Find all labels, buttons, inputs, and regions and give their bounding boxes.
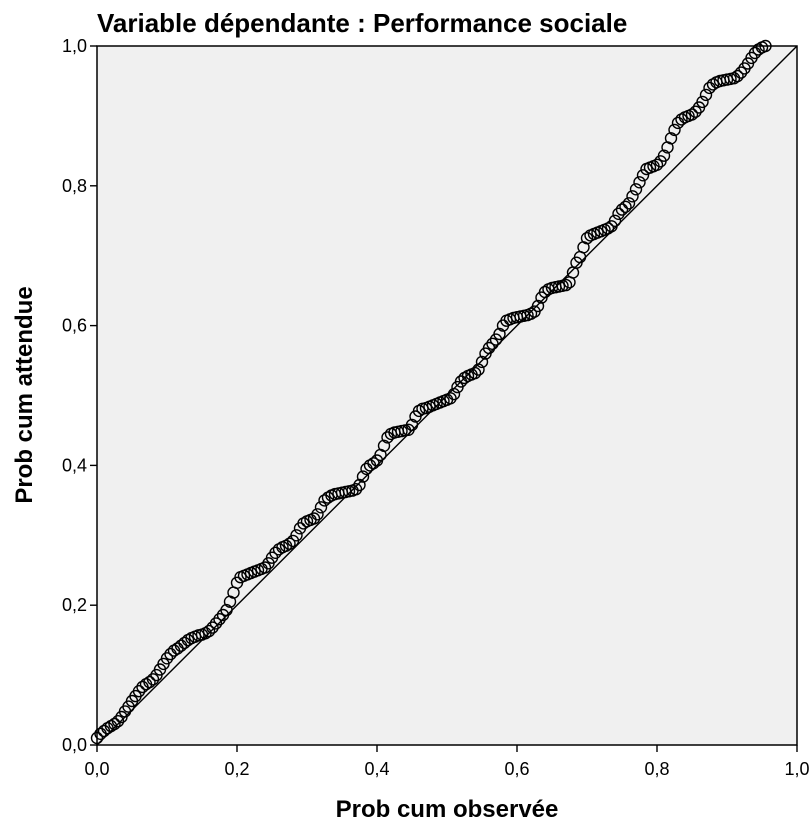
plot-frame xyxy=(96,45,798,746)
data-point xyxy=(664,132,678,145)
data-point xyxy=(636,169,650,182)
y-tick-label: 0,2 xyxy=(62,595,87,615)
data-point xyxy=(160,652,174,665)
data-point xyxy=(608,214,622,228)
y-axis-label: Prob cum attendue xyxy=(11,286,38,503)
data-point xyxy=(734,66,748,79)
data-point xyxy=(377,439,391,452)
x-tick-label: 0,0 xyxy=(84,759,109,779)
data-points xyxy=(90,39,772,745)
y-tick-label: 0,0 xyxy=(62,735,87,755)
x-tick-label: 0,6 xyxy=(504,759,529,779)
data-point xyxy=(202,624,216,638)
data-point xyxy=(111,715,125,728)
data-point xyxy=(538,285,552,299)
data-point xyxy=(206,621,219,634)
data-point xyxy=(444,392,457,405)
data-point xyxy=(696,95,709,109)
data-point xyxy=(699,88,713,102)
data-point xyxy=(307,512,321,525)
data-point xyxy=(132,685,146,698)
data-point xyxy=(626,190,639,203)
data-point xyxy=(311,508,324,521)
data-point xyxy=(349,483,363,496)
data-point xyxy=(108,717,121,731)
x-tick-label: 0,8 xyxy=(644,759,669,779)
data-point xyxy=(633,176,646,189)
data-point xyxy=(314,501,328,514)
data-point xyxy=(622,197,636,210)
data-point xyxy=(612,207,625,221)
data-point xyxy=(367,457,380,470)
data-point xyxy=(143,675,156,689)
data-point xyxy=(468,366,482,380)
data-point xyxy=(619,200,632,214)
x-tick-label: 1,0 xyxy=(784,759,809,779)
data-point xyxy=(353,478,366,492)
data-point xyxy=(258,561,272,574)
data-point xyxy=(486,337,499,350)
y-tick-label: 0,4 xyxy=(62,455,87,475)
data-point xyxy=(475,355,489,369)
x-axis: 0,0 0,2 0,4 0,6 0,8 1,0 xyxy=(84,745,810,779)
data-point xyxy=(559,278,573,292)
data-point xyxy=(220,603,233,617)
data-point xyxy=(283,537,296,550)
y-tick-label: 0,8 xyxy=(62,176,87,196)
data-point xyxy=(493,327,506,341)
chart-title: Variable dépendante : Performance social… xyxy=(97,8,627,38)
data-point xyxy=(405,418,419,432)
data-point xyxy=(629,183,643,196)
data-point xyxy=(472,363,485,376)
data-point xyxy=(731,69,744,83)
data-point xyxy=(580,231,594,245)
data-point xyxy=(650,158,664,172)
x-tick-label: 0,4 xyxy=(364,759,389,779)
data-point xyxy=(615,203,629,216)
data-point xyxy=(482,341,496,355)
x-tick-label: 0,2 xyxy=(224,759,249,779)
data-point xyxy=(290,529,303,542)
data-point xyxy=(531,299,545,313)
data-point xyxy=(689,105,702,118)
y-tick-label: 0,6 xyxy=(62,316,87,336)
data-point xyxy=(213,613,226,626)
x-axis-label: Prob cum observée xyxy=(336,796,559,823)
data-point xyxy=(209,617,223,630)
data-point xyxy=(668,123,681,137)
data-point xyxy=(447,387,461,401)
data-point xyxy=(657,149,671,162)
data-point xyxy=(146,673,160,686)
y-tick-label: 1,0 xyxy=(62,36,87,56)
y-axis: 0,0 0,2 0,4 0,6 0,8 1,0 xyxy=(62,36,97,755)
data-point xyxy=(685,108,699,121)
data-point xyxy=(356,470,370,483)
